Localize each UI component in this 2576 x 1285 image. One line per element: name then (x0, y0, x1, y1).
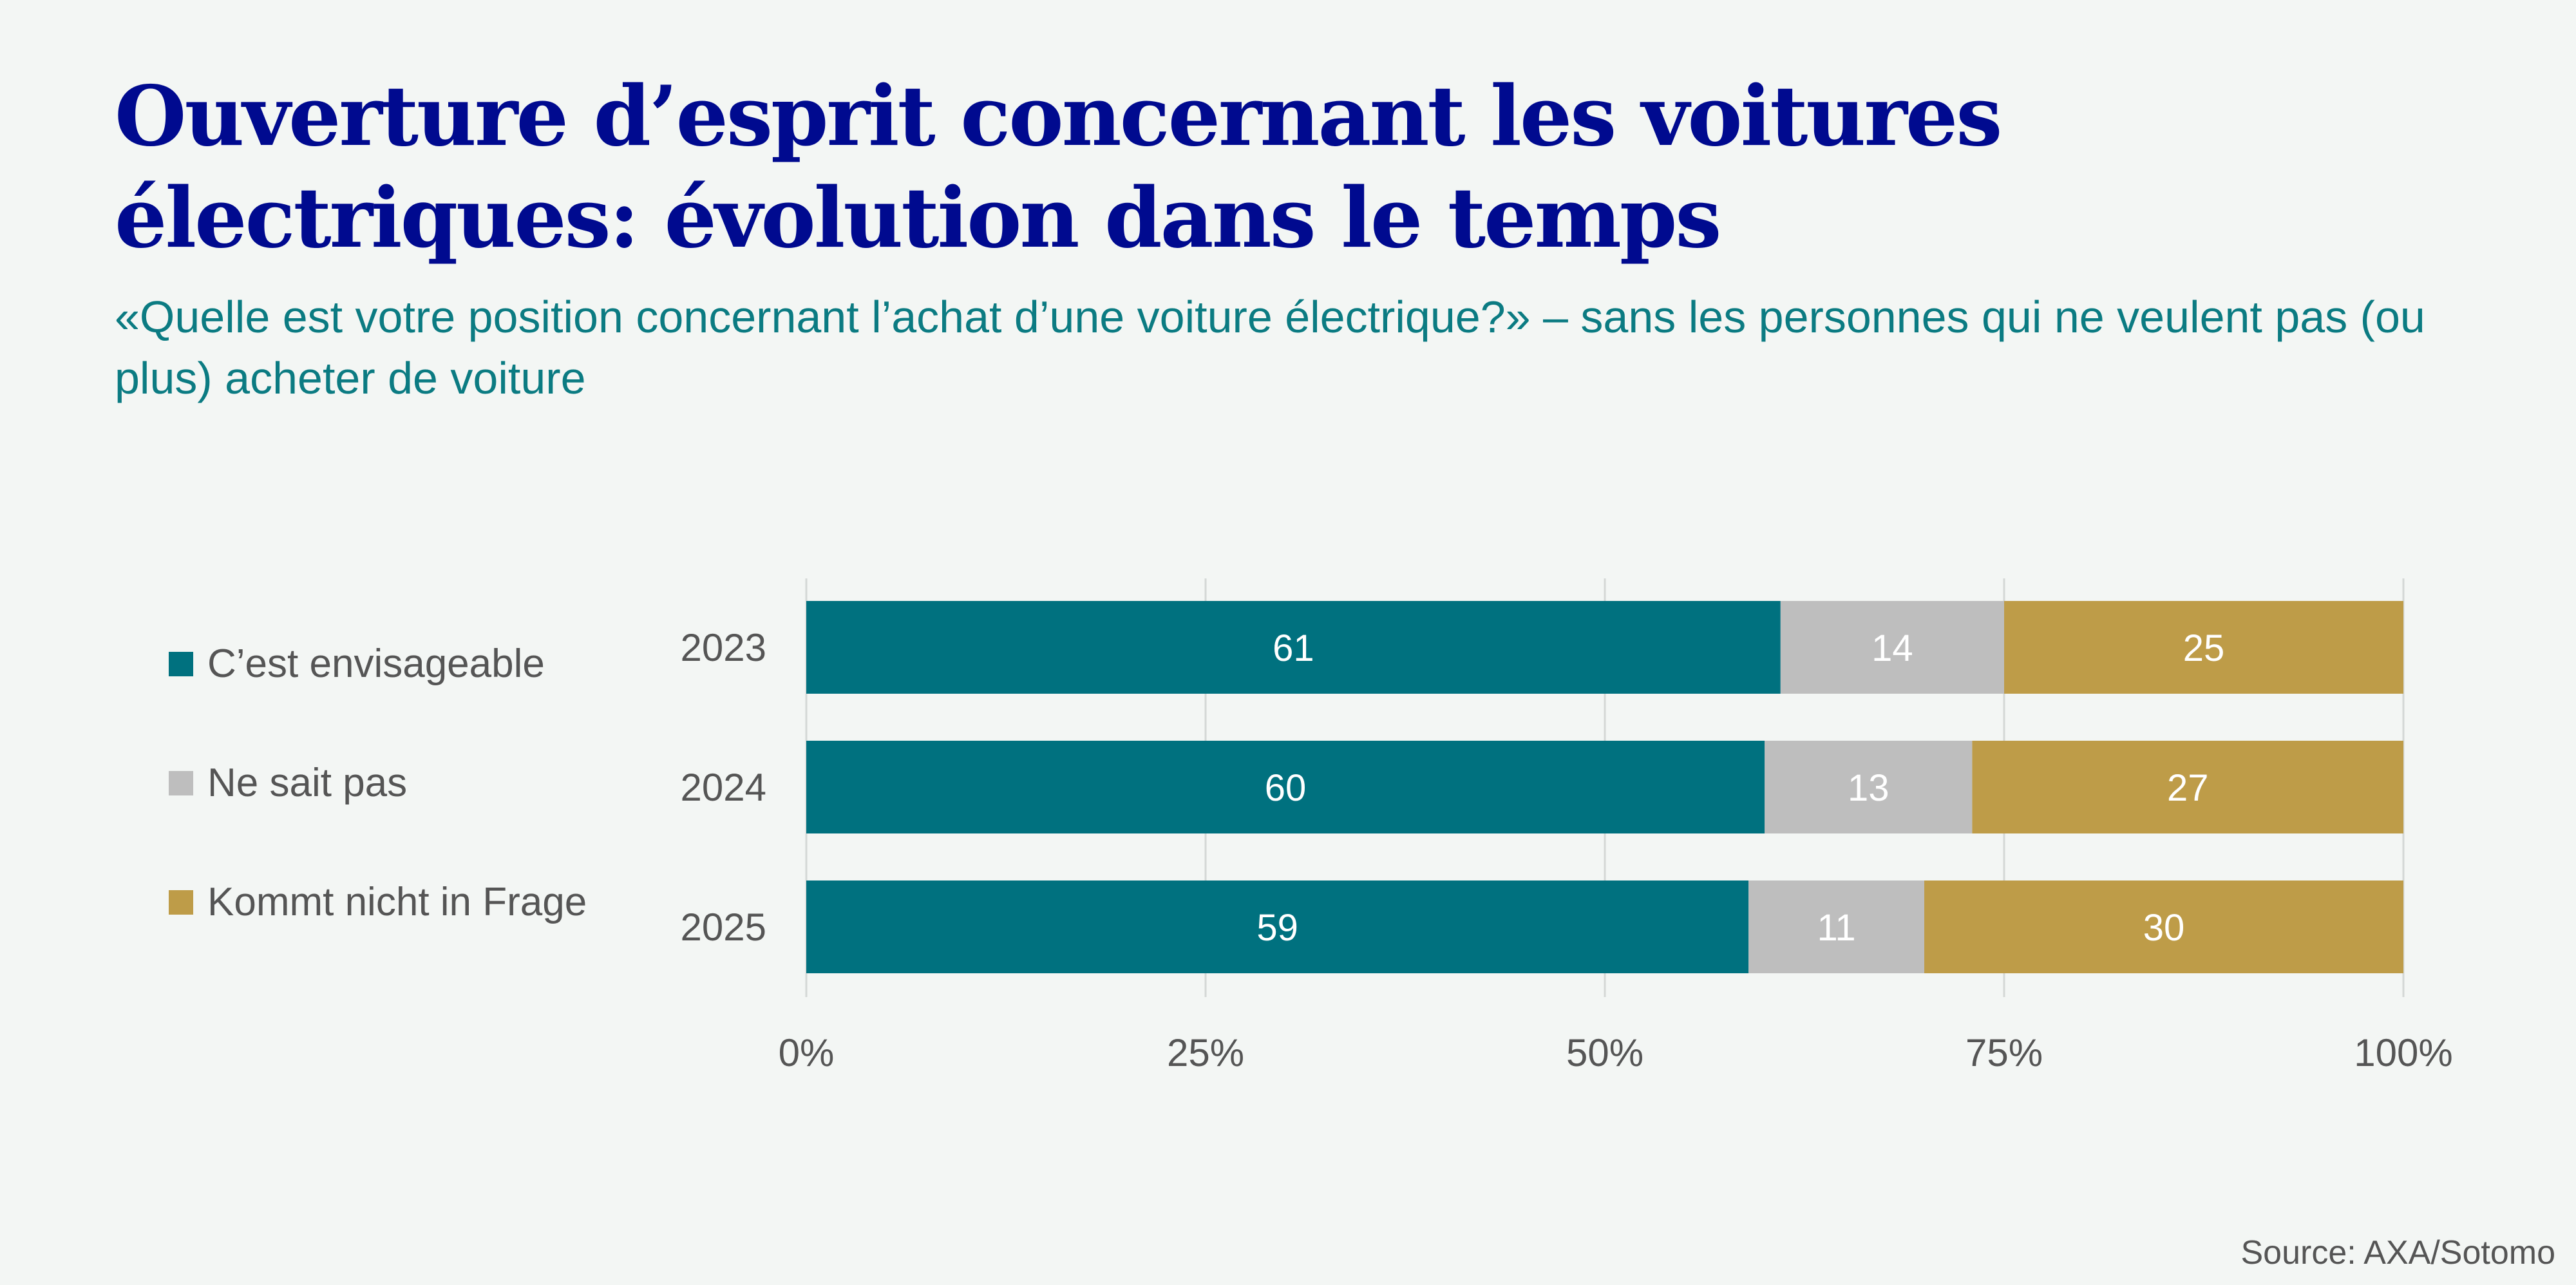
data-label: 25 (2183, 627, 2225, 669)
x-tick-label: 100% (2354, 1031, 2452, 1074)
legend-swatch-envisageable (169, 651, 193, 676)
data-label: 14 (1871, 627, 1913, 669)
legend-swatch-kommt-nicht-in-frage (169, 890, 193, 915)
data-label: 59 (1256, 907, 1298, 949)
data-label: 60 (1265, 767, 1307, 809)
legend-item-envisageable: C’est envisageable (169, 641, 545, 687)
bar-segment (2004, 601, 2403, 694)
legend-item-kommt-nicht-in-frage: Kommt nicht in Frage (169, 879, 587, 925)
legend-label-envisageable: C’est envisageable (207, 642, 545, 686)
bar-segment (1780, 601, 2004, 694)
source-note: Source: AXA/Sotomo (2240, 1234, 2556, 1271)
data-label: 30 (2143, 907, 2185, 949)
y-category-label: 2025 (681, 906, 766, 949)
legend-label-kommt-nicht-in-frage: Kommt nicht in Frage (207, 880, 587, 924)
data-label: 61 (1273, 627, 1314, 669)
legend-item-ne-sait-pas: Ne sait pas (169, 760, 407, 806)
x-tick-label: 50% (1566, 1031, 1643, 1074)
data-label: 11 (1817, 907, 1855, 949)
bar-segment (1765, 741, 1973, 833)
chart-title: Ouverture d’esprit concernant les voitur… (115, 68, 2002, 267)
bar-segment (1972, 741, 2403, 833)
x-tick-label: 75% (1965, 1031, 2043, 1074)
data-label: 13 (1848, 767, 1889, 809)
y-category-label: 2024 (681, 766, 766, 809)
bar-segment (806, 601, 1781, 694)
bar-segment (1924, 880, 2403, 973)
bar-segment (1748, 880, 1924, 973)
legend-swatch-ne-sait-pas (169, 770, 193, 795)
y-category-label: 2023 (681, 626, 766, 669)
data-label: 27 (2167, 767, 2209, 809)
chart-subtitle: «Quelle est votre position concernant l’… (115, 292, 2425, 403)
bar-segment (806, 880, 1749, 973)
x-tick-label: 0% (779, 1031, 835, 1074)
bar-segment (806, 741, 1765, 833)
legend-label-ne-sait-pas: Ne sait pas (207, 761, 408, 805)
x-tick-label: 25% (1167, 1031, 1244, 1074)
